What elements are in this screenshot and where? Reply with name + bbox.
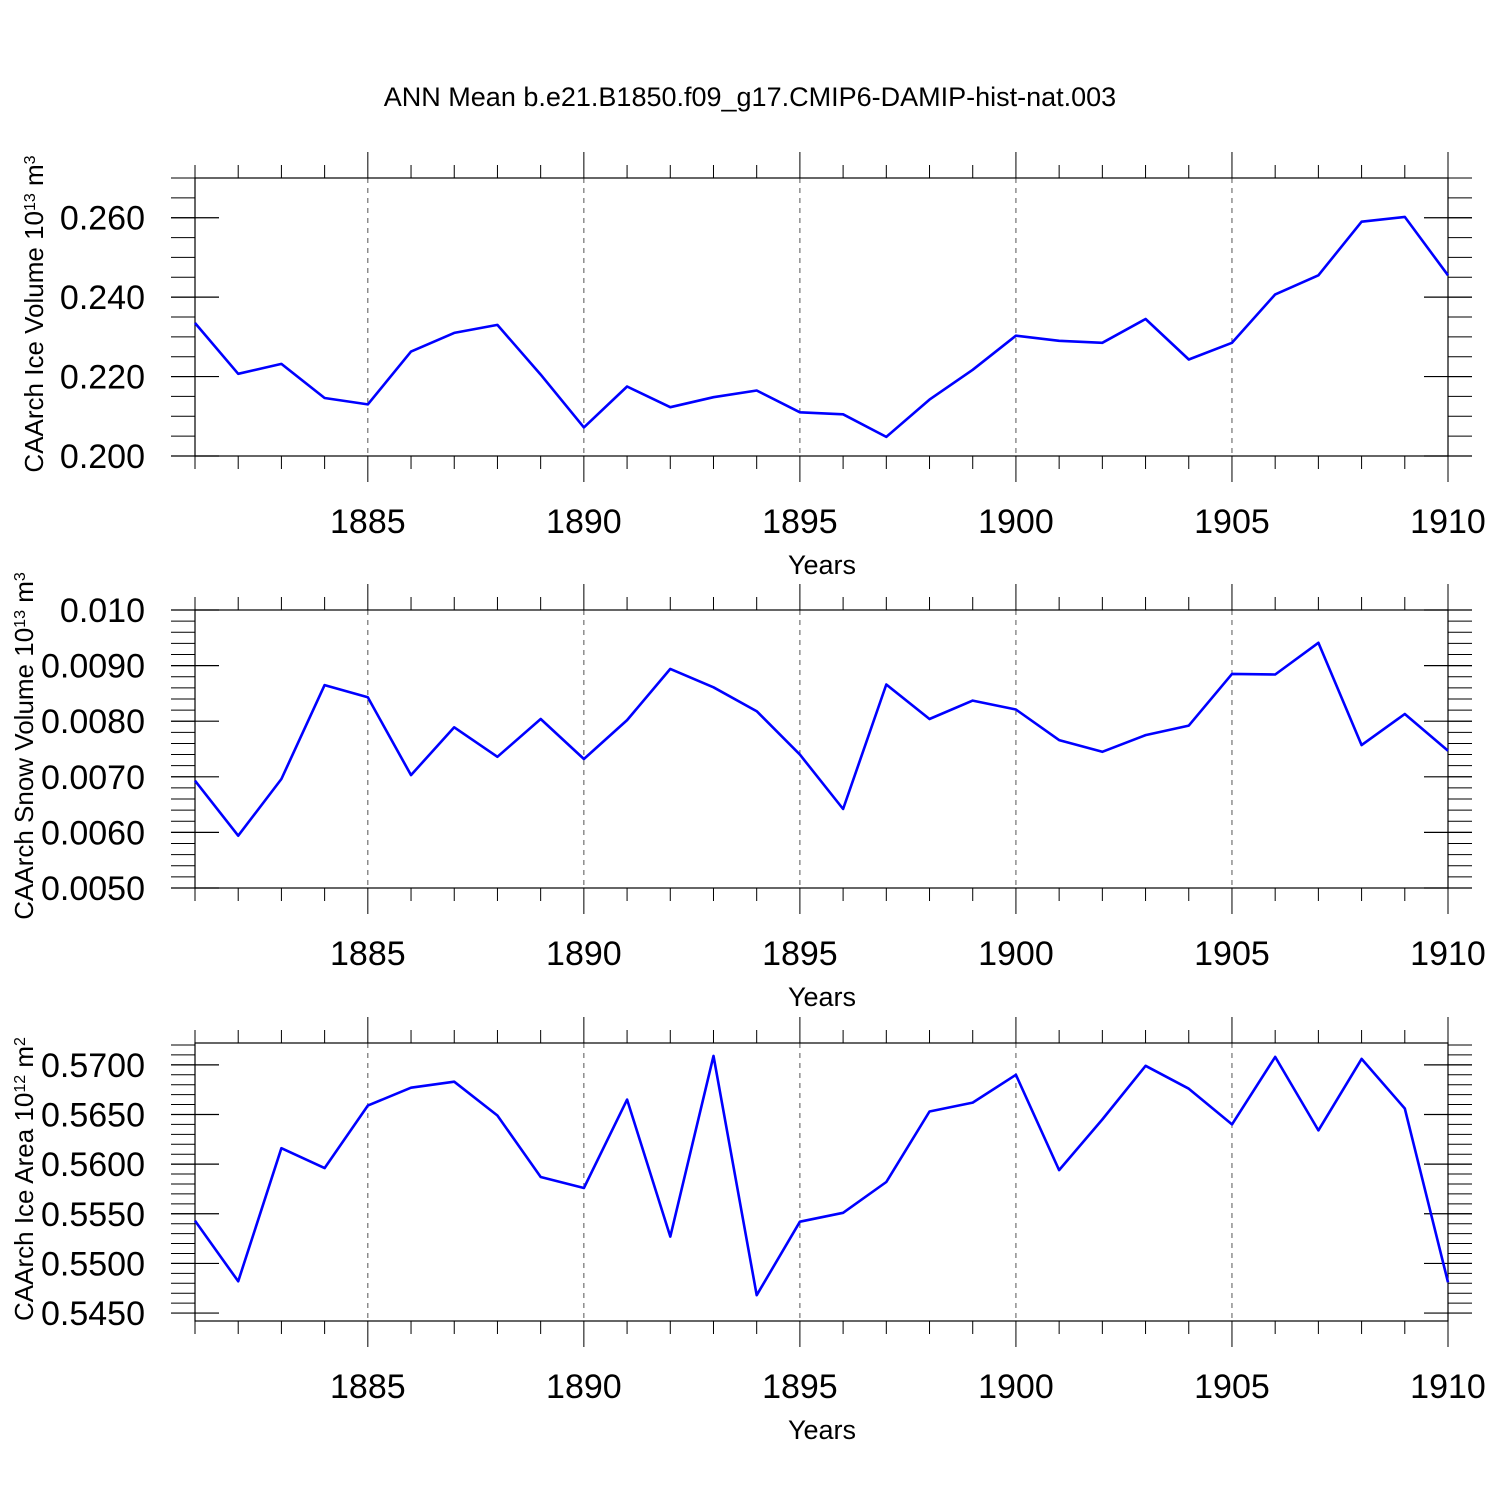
ice-area-x-axis-title: Years xyxy=(788,1415,856,1445)
snow-volume-x-tick-label: 1910 xyxy=(1410,935,1486,973)
snow-volume-series-line xyxy=(193,641,1449,837)
ice-area-x-tick-label: 1910 xyxy=(1410,1368,1486,1406)
ice-volume-plot-frame xyxy=(194,177,1449,457)
ice-volume-y-axis-title-unit-exp: 3 xyxy=(22,155,39,164)
ice-volume-y-axis-title-unit: m xyxy=(19,164,49,193)
ice-area-y-axis-title: CAArch Ice Area 1012 m2 xyxy=(9,1037,39,1321)
ice-area-y-tick-label: 0.5650 xyxy=(41,1096,145,1134)
snow-volume-x-tick-label: 1895 xyxy=(762,935,838,973)
ice-volume-x-tick-label: 1895 xyxy=(762,503,838,541)
ice-volume-y-tick-label: 0.220 xyxy=(60,359,145,397)
snow-volume-y-tick-label: 0.0060 xyxy=(41,814,145,852)
ice-area-y-tick-label: 0.5550 xyxy=(41,1196,145,1234)
ice-volume-x-tick-label: 1910 xyxy=(1410,503,1486,541)
ice-volume-x-tick-label: 1885 xyxy=(330,503,406,541)
ice-area-plot-frame xyxy=(194,1042,1449,1322)
ice-area-x-tick-label: 1905 xyxy=(1194,1368,1270,1406)
ice-volume-y-tick-label: 0.260 xyxy=(60,200,145,238)
ice-volume-y-axis-title: CAArch Ice Volume 1013 m3 xyxy=(19,155,49,472)
snow-volume-y-tick-label: 0.0050 xyxy=(41,870,145,908)
ice-area-x-tick-label: 1890 xyxy=(546,1368,622,1406)
snow-volume-panel: 0.0050 0.0060 0.0070 0.0080 0.0090 0.010 1885… xyxy=(9,572,1486,1012)
snow-volume-x-tick-label: 1890 xyxy=(546,935,622,973)
ice-volume-x-axis-title: Years xyxy=(788,550,856,580)
chart-title: ANN Mean b.e21.B1850.f09_g17.CMIP6-DAMIP… xyxy=(384,82,1116,112)
snow-volume-x-tick-label: 1885 xyxy=(330,935,406,973)
ice-volume-x-tick-label: 1905 xyxy=(1194,503,1270,541)
ice-area-x-tick-label: 1885 xyxy=(330,1368,406,1406)
snow-volume-y-tick-label: 0.0090 xyxy=(41,648,145,686)
ice-area-y-tick-label: 0.5450 xyxy=(41,1295,145,1333)
ice-volume-x-tick-label: 1890 xyxy=(546,503,622,541)
snow-volume-y-tick-label: 0.0080 xyxy=(41,703,145,741)
snow-volume-y-axis-title-main: CAArch Snow Volume 10 xyxy=(9,628,39,920)
ice-area-y-axis-title-main: CAArch Ice Area 10 xyxy=(9,1093,39,1321)
ice-volume-y-tick-label: 0.200 xyxy=(60,438,145,476)
snow-volume-y-axis-title: CAArch Snow Volume 1013 m3 xyxy=(9,572,39,920)
ice-volume-y-axis-title-main: CAArch Ice Volume 10 xyxy=(19,211,49,473)
ice-area-y-axis-title-unit: m xyxy=(9,1046,39,1075)
snow-volume-x-tick-label: 1905 xyxy=(1194,935,1270,973)
ice-volume-y-axis-title-exp: 13 xyxy=(22,193,39,211)
snow-volume-x-axis-title: Years xyxy=(788,982,856,1012)
ice-area-x-tick-label: 1900 xyxy=(978,1368,1054,1406)
snow-volume-y-axis-title-unit-exp: 3 xyxy=(12,572,29,581)
ice-area-y-tick-label: 0.5700 xyxy=(41,1047,145,1085)
snow-volume-y-tick-label: 0.010 xyxy=(60,592,145,630)
snow-volume-y-axis-title-exp: 13 xyxy=(12,610,29,628)
ice-area-x-tick-label: 1895 xyxy=(762,1368,838,1406)
ice-area-y-axis-title-exp: 12 xyxy=(12,1075,29,1093)
ice-volume-y-tick-label: 0.240 xyxy=(60,279,145,317)
snow-volume-x-tick-label: 1900 xyxy=(978,935,1054,973)
ice-area-y-tick-label: 0.5600 xyxy=(41,1146,145,1184)
ice-volume-series-line xyxy=(194,215,1450,439)
ice-area-series-line xyxy=(193,1054,1450,1297)
snow-volume-plot-frame xyxy=(194,609,1449,889)
ice-area-y-tick-label: 0.5500 xyxy=(41,1245,145,1283)
ice-volume-x-tick-label: 1900 xyxy=(978,503,1054,541)
snow-volume-y-tick-label: 0.0070 xyxy=(41,759,145,797)
ice-area-y-axis-title-unit-exp: 2 xyxy=(12,1037,29,1046)
ice-volume-panel: 0.200 0.220 0.240 0.260 1885 1890 1895 1900 190… xyxy=(19,152,1486,580)
ice-area-panel: 0.5450 0.5500 0.5550 0.5600 0.5650 0.5700 188… xyxy=(9,1017,1486,1445)
snow-volume-y-axis-title-unit: m xyxy=(9,581,39,610)
